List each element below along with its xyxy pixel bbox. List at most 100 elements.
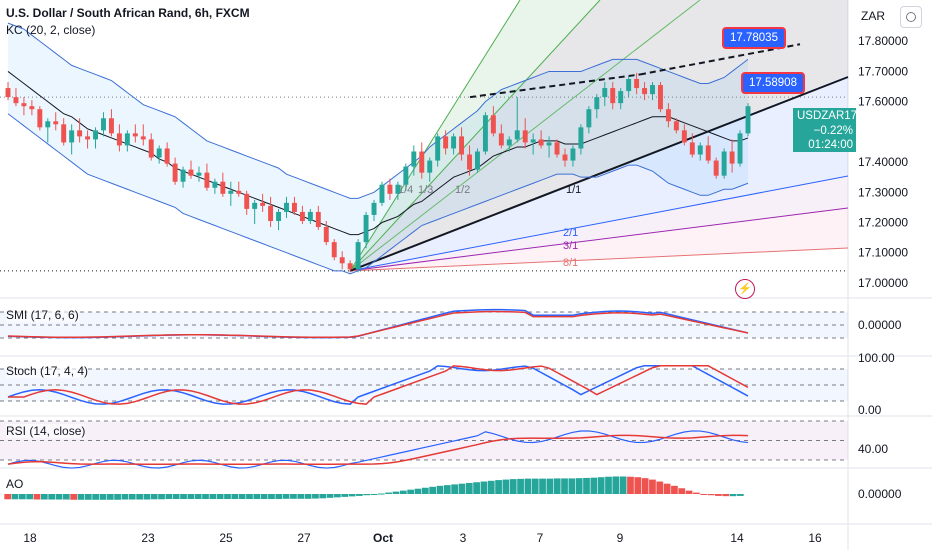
candle-body-52 [419,151,425,173]
candle-body-19 [156,148,162,158]
candle-body-50 [403,166,409,185]
ao-bar-22 [165,494,173,500]
ao-bar-46 [341,494,349,497]
currency-label[interactable]: ZAR [861,9,885,23]
price-callout-upper[interactable]: 17.78035 [722,27,786,49]
rsi-label[interactable]: RSI (14, close) [6,424,86,438]
ao-bar-76 [561,478,568,494]
ao-bar-61 [451,484,458,494]
smi-tick-0: 0.00000 [858,318,902,332]
candle-body-71 [570,148,576,161]
ao-bar-60 [443,485,451,494]
ao-bar-69 [509,479,517,494]
candle-body-85 [681,130,687,143]
candle-body-68 [546,142,552,146]
candle-body-76 [610,88,616,104]
ao-bar-8 [62,494,70,500]
ao-bar-73 [539,478,546,494]
candle-body-61 [490,115,496,134]
ao-bar-5 [40,494,48,500]
ao-bar-78 [575,478,583,494]
ao-bar-39 [290,494,297,499]
fan-label-6: 8/1 [563,257,578,269]
candle-body-23 [188,169,194,176]
ao-bar-27 [202,494,209,500]
fan-label-1: 1/4 [398,184,413,196]
ao-bar-16 [121,494,129,500]
time-tick-4: Oct [373,531,393,545]
price-tick-2: 17.60000 [858,95,908,109]
ao-bar-75 [553,478,561,494]
ao-bar-25 [187,494,195,500]
ao-bar-10 [77,494,85,500]
lightning-icon[interactable]: ⚡ [735,279,755,299]
fan-line-8-1 [350,247,849,272]
rsi-tick-0: 40.00 [858,442,888,456]
candle-body-74 [594,97,600,110]
stoch-tick-1: 0.00 [858,403,882,417]
fan-line-1-1 [349,76,849,272]
candle-body-88 [705,145,711,161]
candle-body-81 [650,85,655,95]
kc-middle-line [7,71,749,236]
price-change: −0.22% [813,124,853,137]
candle-body-79 [634,78,640,89]
ao-bar-31 [231,494,239,500]
rsi-ma-line [7,434,749,466]
ao-bar-2 [18,494,26,500]
candle-body-42 [339,257,345,264]
candle-body-7 [61,124,67,143]
ao-bar-21 [158,494,165,500]
candle-body-37 [299,211,305,221]
candle-body-34 [276,211,282,221]
ao-label[interactable]: AO [6,477,24,491]
candle-body-0 [5,88,11,98]
ao-bar-41 [304,494,312,499]
chart-title: U.S. Dollar / South African Rand, 6h, FX… [6,6,250,20]
ao-bar-29 [216,494,224,500]
ao-bar-9 [70,494,78,500]
ao-bar-83 [612,476,620,494]
ao-bar-91 [671,485,678,494]
gear-icon[interactable] [900,6,922,28]
candle-body-2 [21,103,27,107]
candle-body-5 [45,121,51,128]
last-price: 17.58510 [844,110,893,122]
candle-body-80 [642,88,648,95]
ao-bar-50 [370,494,378,495]
ao-bar-38 [282,494,290,499]
time-tick-8: 14 [730,531,744,545]
ao-bar-51 [378,493,385,495]
ao-bar-65 [480,481,488,494]
candle-body-87 [697,145,703,155]
candle-body-91 [729,151,735,164]
ao-bar-77 [568,478,576,494]
ao-bar-64 [473,482,480,494]
candle-body-24 [196,172,202,176]
candle-body-22 [180,169,186,182]
fan-label-2: 1/3 [418,184,433,196]
stoch-label[interactable]: Stoch (17, 4, 4) [6,364,89,378]
candle-body-27 [220,181,226,194]
fan-label-3: 1/2 [455,184,470,196]
smi-signal-line [7,310,749,339]
kc-indicator-label[interactable]: KC (20, 2, close) [6,23,96,37]
candle-body-32 [260,202,266,206]
ao-bar-53 [392,491,400,494]
price-tick-0: 17.80000 [858,34,908,48]
candle-body-83 [665,109,671,122]
ao-bar-55 [407,489,415,494]
candle-body-65 [522,130,528,143]
price-callout-lower[interactable]: 17.58908 [741,72,805,94]
candle-body-64 [514,130,520,140]
candle-body-40 [323,227,329,243]
kc-upper-line [7,22,749,199]
smi-label[interactable]: SMI (17, 6, 6) [6,308,79,322]
candle-body-21 [172,163,178,182]
candle-body-31 [252,202,258,209]
price-tick-3: 17.40000 [858,155,908,169]
time-tick-7: 9 [617,531,624,545]
ao-bar-96 [707,494,715,496]
ao-bar-34 [253,494,261,500]
ao-bar-68 [502,479,510,494]
